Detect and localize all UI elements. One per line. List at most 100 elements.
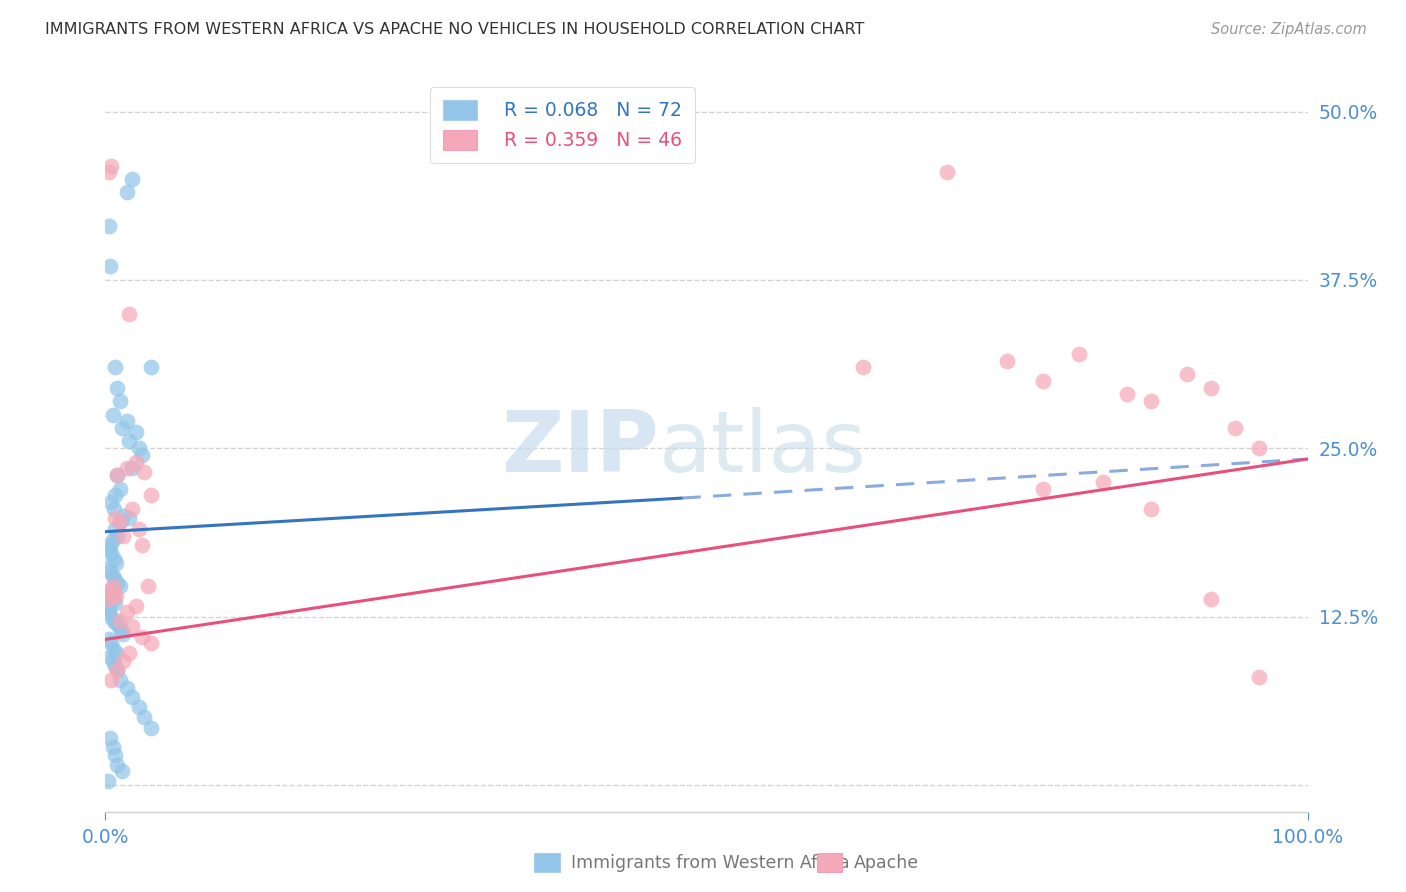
Point	[105, 616, 128, 631]
Point	[1092, 475, 1115, 489]
Point	[112, 627, 135, 641]
Point	[98, 590, 121, 604]
Point	[98, 542, 121, 557]
Point	[101, 569, 124, 583]
Point	[104, 360, 127, 375]
Point	[124, 599, 146, 613]
Point	[1175, 367, 1198, 381]
Point	[118, 511, 141, 525]
Point	[128, 442, 150, 456]
Point	[121, 172, 143, 186]
Point	[98, 582, 121, 597]
Point	[104, 488, 127, 502]
Point	[100, 582, 122, 597]
Point	[98, 649, 121, 664]
Point	[1201, 381, 1223, 395]
Point	[103, 501, 125, 516]
Point	[115, 681, 138, 695]
Point	[110, 623, 132, 637]
Point	[115, 461, 138, 475]
Point	[101, 654, 124, 668]
Point	[101, 408, 124, 422]
Point	[107, 468, 129, 483]
Point	[98, 632, 121, 647]
Point	[1249, 442, 1271, 456]
Point	[101, 578, 124, 592]
Point	[97, 600, 120, 615]
Point	[1225, 421, 1247, 435]
Point	[115, 414, 138, 428]
Point	[128, 522, 150, 536]
Text: Apache: Apache	[853, 854, 918, 871]
Point	[115, 606, 138, 620]
Point	[105, 556, 128, 570]
Point	[995, 353, 1018, 368]
Point	[97, 773, 120, 788]
Point	[112, 529, 135, 543]
Legend:   R = 0.068   N = 72,   R = 0.359   N = 46: R = 0.068 N = 72, R = 0.359 N = 46	[430, 87, 695, 163]
Text: Immigrants from Western Africa: Immigrants from Western Africa	[571, 854, 849, 871]
Point	[98, 606, 121, 620]
Point	[132, 710, 155, 724]
Point	[107, 664, 129, 678]
Point	[98, 731, 121, 745]
Point	[105, 646, 128, 660]
Point	[100, 609, 122, 624]
Point	[100, 159, 122, 173]
Point	[104, 573, 127, 587]
Text: ZIP: ZIP	[501, 407, 658, 490]
Point	[105, 590, 128, 604]
Point	[101, 533, 124, 547]
Point	[104, 511, 127, 525]
Point	[112, 508, 135, 523]
Point	[108, 578, 131, 592]
Point	[139, 488, 162, 502]
Point	[118, 307, 141, 321]
Point	[104, 748, 127, 763]
Point	[121, 501, 143, 516]
Point	[108, 614, 131, 628]
Point	[98, 538, 121, 552]
Point	[107, 468, 129, 483]
Point	[1069, 347, 1091, 361]
Point	[104, 522, 127, 536]
Point	[100, 673, 122, 687]
Point	[98, 260, 121, 274]
Point	[136, 578, 159, 592]
Point	[1140, 501, 1163, 516]
Point	[108, 516, 131, 530]
Point	[128, 699, 150, 714]
Point	[936, 165, 959, 179]
Text: Source: ZipAtlas.com: Source: ZipAtlas.com	[1211, 22, 1367, 37]
Point	[1032, 374, 1054, 388]
Point	[1249, 670, 1271, 684]
Point	[98, 219, 121, 233]
Text: IMMIGRANTS FROM WESTERN AFRICA VS APACHE NO VEHICLES IN HOUSEHOLD CORRELATION CH: IMMIGRANTS FROM WESTERN AFRICA VS APACHE…	[45, 22, 865, 37]
Point	[98, 587, 121, 601]
Text: atlas: atlas	[658, 407, 866, 490]
Point	[108, 394, 131, 409]
Point	[98, 565, 121, 579]
Point	[104, 596, 127, 610]
Point	[103, 614, 125, 628]
Point	[101, 592, 124, 607]
Point	[100, 636, 122, 650]
Point	[101, 740, 124, 755]
Point	[131, 448, 153, 462]
Point	[98, 165, 121, 179]
Point	[97, 600, 120, 615]
Point	[107, 575, 129, 590]
Point	[1201, 592, 1223, 607]
Point	[108, 673, 131, 687]
Point	[103, 643, 125, 657]
Point	[1140, 394, 1163, 409]
Point	[139, 721, 162, 735]
Point	[121, 690, 143, 705]
Point	[100, 546, 122, 560]
Point	[98, 592, 121, 607]
Point	[121, 461, 143, 475]
Point	[121, 619, 143, 633]
Point	[131, 630, 153, 644]
Point	[124, 455, 146, 469]
Point	[1116, 387, 1139, 401]
